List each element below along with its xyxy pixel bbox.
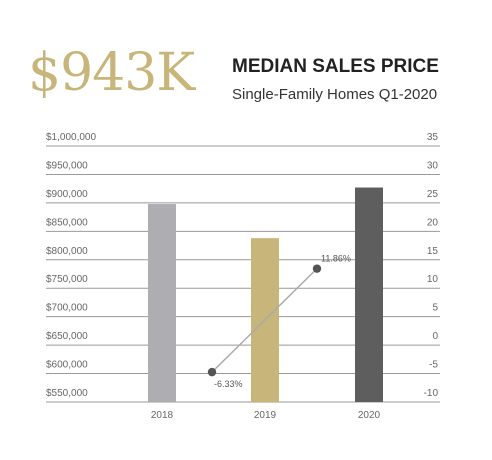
change-line — [211, 268, 318, 373]
y-right-tick-label: 0 — [432, 331, 438, 342]
x-tick-label: 2019 — [254, 410, 277, 421]
y-left-tick-label: $800,000 — [46, 246, 88, 257]
chart-subtitle: Single-Family Homes Q1-2020 — [232, 86, 438, 103]
y-left-tick-label: $900,000 — [46, 189, 88, 200]
y-left-tick-label: $700,000 — [46, 303, 88, 314]
y-right-tick-label: 10 — [427, 274, 439, 285]
y-right-tick-label: -5 — [429, 360, 438, 371]
y-left-tick-label: $1,000,000 — [46, 132, 96, 143]
bar-2020 — [355, 187, 383, 402]
big-price-value: $943K — [28, 43, 195, 103]
y-right-tick-label: 25 — [427, 189, 439, 200]
change-point — [312, 264, 322, 273]
y-right-tick-label: 35 — [427, 132, 439, 143]
bar-2018 — [148, 204, 176, 402]
y-left-tick-label: $550,000 — [46, 388, 88, 399]
change-data-label: 11.86% — [321, 254, 351, 264]
y-right-tick-label: -10 — [424, 388, 439, 399]
y-right-tick-label: 30 — [427, 160, 439, 171]
y-left-tick-label: $600,000 — [46, 360, 88, 371]
y-right-tick-label: 5 — [432, 303, 438, 314]
x-tick-label: 2018 — [151, 410, 174, 421]
x-tick-label: 2020 — [358, 410, 381, 421]
y-right-tick-label: 20 — [427, 217, 439, 228]
y-left-tick-label: $650,000 — [46, 331, 88, 342]
change-point — [207, 367, 217, 377]
y-left-tick-label: $750,000 — [46, 274, 88, 285]
y-right-tick-label: 15 — [427, 246, 439, 257]
change-data-label: -6.33% — [214, 379, 243, 389]
y-left-tick-label: $950,000 — [46, 160, 88, 171]
y-left-tick-label: $850,000 — [46, 217, 88, 228]
chart-title: MEDIAN SALES PRICE — [232, 56, 439, 77]
